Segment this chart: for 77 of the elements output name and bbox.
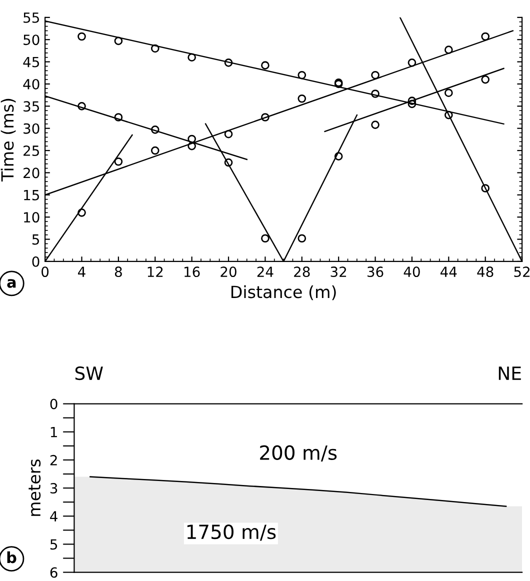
annotation: 1750 m/s (187, 524, 276, 541)
y-tick-label: 4 (50, 511, 58, 522)
x-tick-label: 0 (42, 266, 49, 278)
line-series (90, 476, 507, 507)
x-tick-label: 24 (257, 266, 274, 277)
x-tick-label: 28 (294, 266, 310, 278)
point (444, 46, 453, 54)
x-tick-label: 12 (148, 266, 163, 277)
point (78, 32, 86, 41)
point (188, 142, 196, 150)
x-tick-label: 16 (184, 266, 200, 278)
point (224, 158, 233, 167)
x-tick-label: 40 (404, 266, 420, 278)
point (78, 208, 86, 217)
point (224, 58, 233, 67)
y-tick-label: 6 (50, 567, 58, 578)
point (408, 96, 416, 106)
point (150, 44, 160, 53)
point (371, 90, 380, 98)
point (261, 61, 270, 70)
x-tick-label: 44 (440, 266, 457, 277)
point (298, 70, 306, 80)
x-tick-label: 52 (514, 266, 530, 278)
y-tick-label: 5 (32, 234, 39, 245)
y-tick-label: 35 (24, 101, 39, 112)
x-tick-label: 36 (368, 266, 384, 278)
x-tick-label: 4 (78, 266, 86, 277)
point (298, 234, 306, 243)
y-axis-title: Time (ms) (0, 98, 16, 182)
x-tick-label: 20 (220, 266, 236, 278)
x-tick-label: 48 (477, 266, 494, 278)
y-tick-label: 1 (50, 427, 57, 438)
point (481, 75, 490, 84)
text: SW (75, 366, 103, 380)
point (261, 113, 270, 122)
annotation: 200 m/s (260, 445, 337, 462)
y-tick-label: 3 (50, 483, 58, 494)
point (114, 157, 123, 166)
y-tick-label: 0 (32, 256, 40, 267)
y-tick-label: 10 (24, 212, 40, 223)
point (481, 32, 490, 41)
y-tick-label: 5 (50, 539, 58, 550)
point (188, 134, 196, 144)
y-tick-label: 25 (24, 146, 39, 156)
point (150, 146, 160, 155)
point (114, 113, 123, 122)
y-tick-label: 15 (24, 190, 39, 200)
y-tick-label: 45 (23, 56, 39, 68)
point (114, 36, 123, 46)
text: a (7, 279, 16, 288)
point (371, 120, 380, 129)
point (298, 94, 306, 103)
y-tick-label: 55 (24, 12, 39, 23)
x-tick-label: 8 (114, 266, 122, 278)
point (371, 70, 380, 80)
y-tick-label: 50 (24, 34, 40, 46)
y-tick-label: 20 (24, 168, 40, 178)
point (188, 53, 196, 62)
point (408, 100, 416, 108)
y-tick-label: 40 (23, 78, 40, 90)
point (150, 126, 160, 134)
point (334, 152, 343, 160)
y-axis-title: meters (28, 459, 41, 516)
point (481, 184, 490, 192)
point (444, 110, 453, 120)
text: NE (498, 366, 521, 380)
point (444, 88, 453, 98)
point (78, 102, 86, 110)
point (408, 58, 416, 67)
y-tick-label: 0 (50, 398, 58, 410)
y-tick-label: 2 (50, 454, 57, 466)
x-tick-label: 32 (330, 266, 346, 278)
y-tick-label: 30 (24, 123, 40, 134)
point (261, 234, 270, 243)
x-axis-title: Distance (m) (231, 285, 336, 300)
text: b (7, 551, 16, 564)
point (224, 130, 233, 138)
